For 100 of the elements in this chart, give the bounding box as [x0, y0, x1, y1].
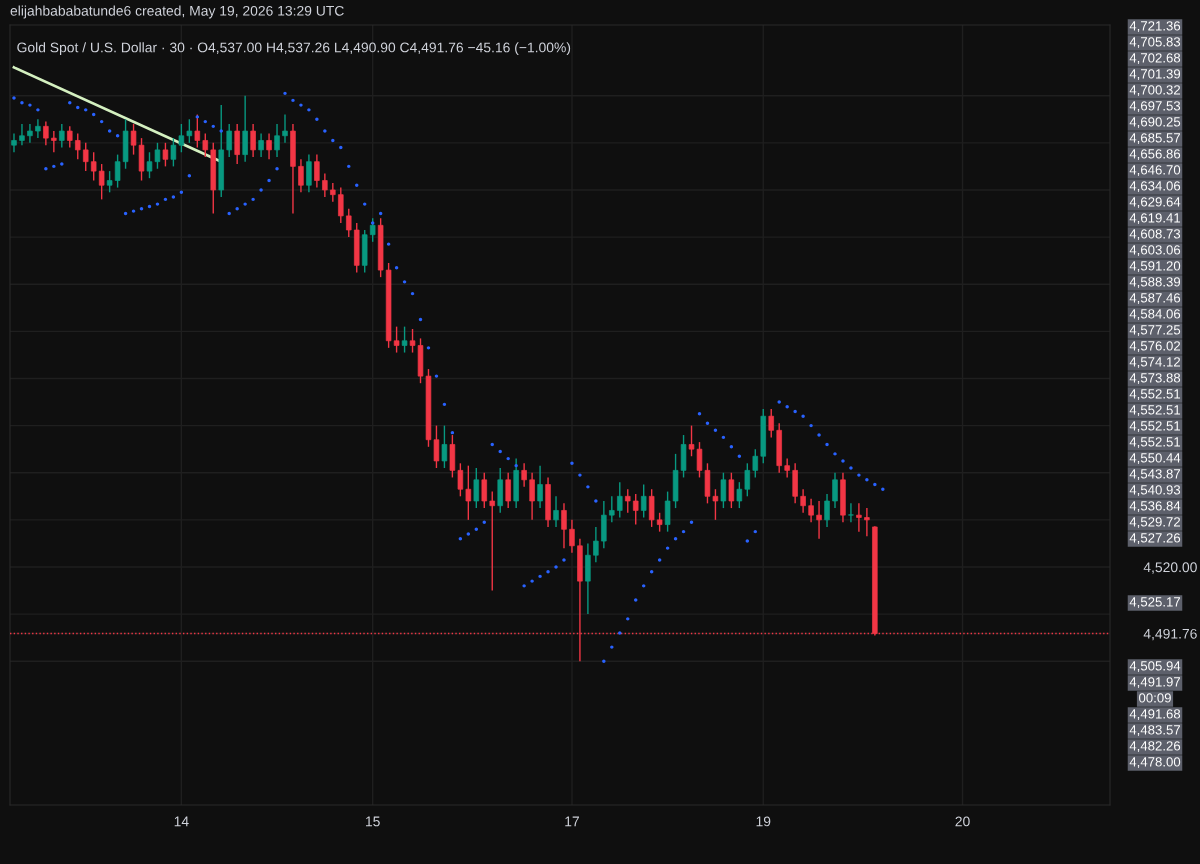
candlestick [98, 163, 105, 201]
text: 4,690.25 [1129, 117, 1181, 129]
candlestick [768, 408, 774, 439]
text: 4,591.20 [1129, 261, 1181, 273]
candlestick [51, 130, 57, 153]
candlestick [82, 142, 89, 172]
text: 4,697.53 [1129, 101, 1181, 113]
candlestick [465, 464, 472, 521]
text: 4,573.88 [1129, 373, 1181, 385]
candlestick [736, 481, 743, 509]
text: 4,552.51 [1129, 421, 1181, 433]
text: 4,491.97 [1129, 677, 1181, 689]
candlestick [457, 462, 464, 497]
candlestick [106, 170, 113, 194]
candlestick [752, 448, 759, 479]
chart-subtitle: elijahbababatunde6 created, May 19, 2026 13:29 UTC [10, 5, 344, 19]
text: 00:09 [1139, 693, 1171, 703]
x-tick-label: 19 [756, 816, 771, 827]
text: 4,540.93 [1129, 485, 1181, 497]
candlestick [569, 519, 575, 554]
text: 4,577.25 [1129, 325, 1181, 337]
text: 4,603.06 [1129, 245, 1181, 257]
candlestick [114, 153, 121, 189]
candlestick [170, 137, 177, 168]
candlestick [194, 113, 201, 149]
text: 4,700.32 [1129, 85, 1181, 97]
candlestick [330, 182, 336, 203]
candlestick [664, 490, 671, 533]
candlestick [186, 118, 193, 144]
candlestick [250, 123, 256, 158]
candlestick [338, 186, 344, 224]
text: 4,685.57 [1129, 133, 1181, 145]
text: 4,543.87 [1129, 469, 1181, 481]
candlestick [481, 472, 488, 509]
candlestick [640, 483, 647, 519]
candlestick [720, 472, 727, 509]
candlestick [258, 132, 264, 158]
candlestick [848, 502, 854, 523]
candlestick [234, 123, 240, 165]
text: 4,576.02 [1129, 341, 1181, 353]
candlestick [521, 462, 527, 488]
text: 4,550.44 [1129, 453, 1181, 465]
candlestick [67, 125, 73, 149]
x-tick-label: 15 [366, 816, 380, 827]
text: 4,483.57 [1129, 725, 1181, 737]
candlestick [625, 488, 631, 514]
x-tick-label: 14 [174, 816, 189, 827]
candlestick [306, 153, 312, 194]
candlestick [441, 424, 448, 469]
candlestick [553, 495, 559, 528]
candlestick [609, 495, 615, 523]
candlestick [617, 481, 623, 519]
text: 4,529.72 [1129, 517, 1181, 529]
candlestick [11, 132, 17, 153]
text: 4,525.17 [1129, 597, 1181, 609]
candlestick [274, 123, 280, 158]
text: 4,608.73 [1129, 229, 1181, 241]
candlestick [832, 472, 838, 509]
candlestick [178, 123, 185, 153]
candlestick [19, 123, 25, 146]
candlestick [656, 512, 663, 533]
text: 4,584.06 [1129, 309, 1181, 321]
text: 4,527.26 [1129, 533, 1181, 545]
text: 4,629.64 [1129, 197, 1181, 209]
candlestick [75, 132, 81, 161]
candlestick [728, 472, 735, 509]
candlestick [401, 325, 408, 354]
y-tick-label: 4,491.76 [1143, 628, 1197, 641]
candlestick [808, 497, 814, 523]
text: 4,505.94 [1129, 661, 1181, 673]
candlestick [824, 493, 830, 528]
candlestick [90, 151, 97, 182]
candlestick [537, 464, 543, 509]
candlestick [322, 172, 328, 198]
text: 4,702.68 [1129, 53, 1181, 65]
candlestick [864, 507, 870, 538]
text: 4,552.51 [1129, 389, 1181, 401]
candlestick [800, 488, 806, 514]
text: 4,588.39 [1129, 277, 1181, 289]
candlestick [648, 488, 655, 528]
candlestick [27, 123, 33, 144]
x-tick-label: 20 [955, 816, 970, 827]
text: 4,536.84 [1129, 501, 1181, 513]
candlestick [266, 132, 272, 161]
text: 4,491.68 [1129, 709, 1181, 721]
text: 4,646.70 [1129, 165, 1181, 177]
text: 4,705.83 [1129, 37, 1181, 49]
text: 4,552.51 [1129, 405, 1181, 417]
candlestick [505, 472, 511, 509]
candlestick [162, 142, 169, 168]
candlestick [816, 500, 822, 540]
text: 4,478.00 [1129, 757, 1181, 769]
candlestick [346, 208, 352, 238]
candlestick [242, 94, 248, 163]
candlestick [298, 158, 304, 194]
candlestick [393, 325, 400, 354]
candlestick [561, 502, 567, 549]
candlestick [43, 120, 49, 146]
x-tick-label: 17 [565, 816, 579, 827]
text: 4,634.06 [1129, 181, 1181, 193]
